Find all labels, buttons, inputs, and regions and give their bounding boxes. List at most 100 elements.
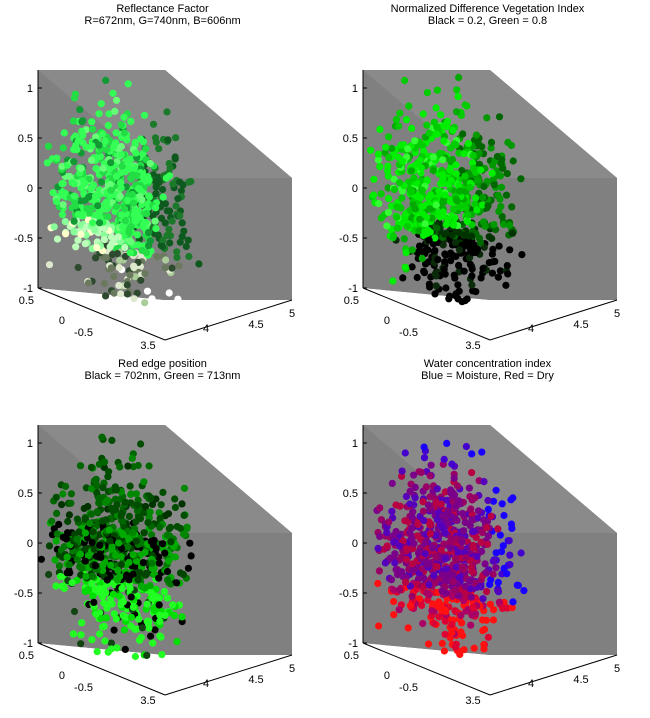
data-point — [458, 298, 466, 306]
data-point — [178, 232, 186, 241]
data-point — [461, 101, 469, 109]
data-point — [184, 236, 192, 244]
data-point — [140, 509, 148, 517]
data-point — [91, 477, 99, 485]
data-point — [456, 187, 464, 195]
data-point — [68, 579, 76, 587]
data-point — [147, 589, 155, 597]
data-point — [399, 274, 407, 282]
data-point — [143, 210, 151, 218]
data-point — [133, 557, 141, 565]
data-point — [99, 164, 107, 172]
data-point — [508, 604, 516, 612]
data-point — [374, 579, 382, 588]
z-tick-label: -0.5 — [14, 233, 33, 245]
panel-reflectance-factor: Reflectance Factor R=672nm, G=740nm, B=6… — [0, 0, 325, 359]
data-point — [420, 516, 428, 525]
data-point — [140, 478, 148, 486]
data-point — [101, 637, 109, 645]
data-point — [185, 252, 193, 261]
data-point — [55, 520, 63, 528]
data-point — [437, 111, 445, 119]
data-point — [462, 554, 470, 562]
data-point — [142, 145, 150, 153]
data-point — [478, 616, 487, 624]
data-point — [469, 604, 477, 612]
data-point — [92, 552, 101, 560]
data-point — [127, 222, 135, 230]
data-point — [168, 264, 176, 272]
data-point — [450, 205, 458, 213]
data-point — [119, 612, 127, 620]
data-point — [411, 205, 419, 213]
data-point — [121, 252, 129, 260]
data-point — [71, 192, 79, 200]
data-point — [389, 532, 397, 540]
data-point — [456, 203, 464, 211]
panel-subtitle: R=672nm, G=740nm, B=606nm — [84, 15, 241, 27]
data-point — [178, 500, 186, 508]
data-point — [420, 574, 428, 582]
data-point — [101, 137, 109, 145]
data-point — [486, 580, 494, 589]
data-point — [429, 600, 437, 608]
data-point — [88, 580, 96, 588]
data-point — [391, 550, 399, 558]
data-point — [132, 149, 140, 157]
data-point — [425, 236, 433, 244]
data-point — [433, 86, 441, 94]
data-point — [70, 145, 78, 154]
data-point — [408, 534, 416, 542]
data-point — [438, 639, 446, 648]
data-point — [120, 113, 128, 121]
data-point — [67, 490, 75, 498]
data-point — [184, 564, 192, 572]
data-point — [449, 221, 458, 229]
data-point — [171, 153, 179, 161]
axes-box: 10.50-0.5-10.50-0.53.54 4.55 — [339, 425, 620, 707]
data-point — [88, 118, 96, 126]
data-point — [509, 494, 517, 502]
data-point — [156, 523, 164, 531]
data-point — [426, 530, 434, 538]
data-point — [427, 461, 435, 469]
data-point — [385, 153, 393, 162]
data-point — [411, 483, 419, 491]
data-point — [70, 180, 78, 188]
data-point — [195, 260, 203, 268]
data-point — [394, 566, 402, 575]
y-tick-label: -0.5 — [74, 682, 93, 694]
data-point — [152, 225, 160, 233]
data-point — [76, 550, 85, 558]
data-point — [477, 274, 485, 282]
y-tick-label: 0 — [384, 670, 390, 682]
data-point — [127, 238, 135, 246]
data-point — [118, 584, 126, 593]
data-point — [137, 633, 145, 642]
data-point — [472, 288, 480, 296]
data-point — [110, 272, 118, 281]
data-point — [53, 530, 61, 538]
data-point — [88, 485, 96, 493]
data-point — [456, 650, 464, 658]
data-point — [443, 439, 451, 447]
data-point — [480, 641, 488, 649]
data-point — [115, 539, 123, 547]
data-point — [151, 217, 159, 225]
data-point — [123, 281, 131, 289]
data-point — [163, 207, 171, 215]
data-point — [92, 254, 100, 262]
data-point — [131, 164, 139, 172]
data-point — [104, 121, 112, 130]
z-tick-label: -0.5 — [14, 588, 33, 600]
data-point — [116, 256, 124, 264]
data-point — [425, 559, 433, 567]
data-point — [51, 556, 59, 564]
data-point — [137, 440, 145, 448]
data-point — [164, 510, 173, 518]
data-point — [49, 189, 57, 197]
y-tick-label: 0.5 — [344, 295, 359, 307]
data-point — [468, 516, 476, 524]
data-point — [420, 269, 429, 277]
data-point — [482, 569, 490, 577]
